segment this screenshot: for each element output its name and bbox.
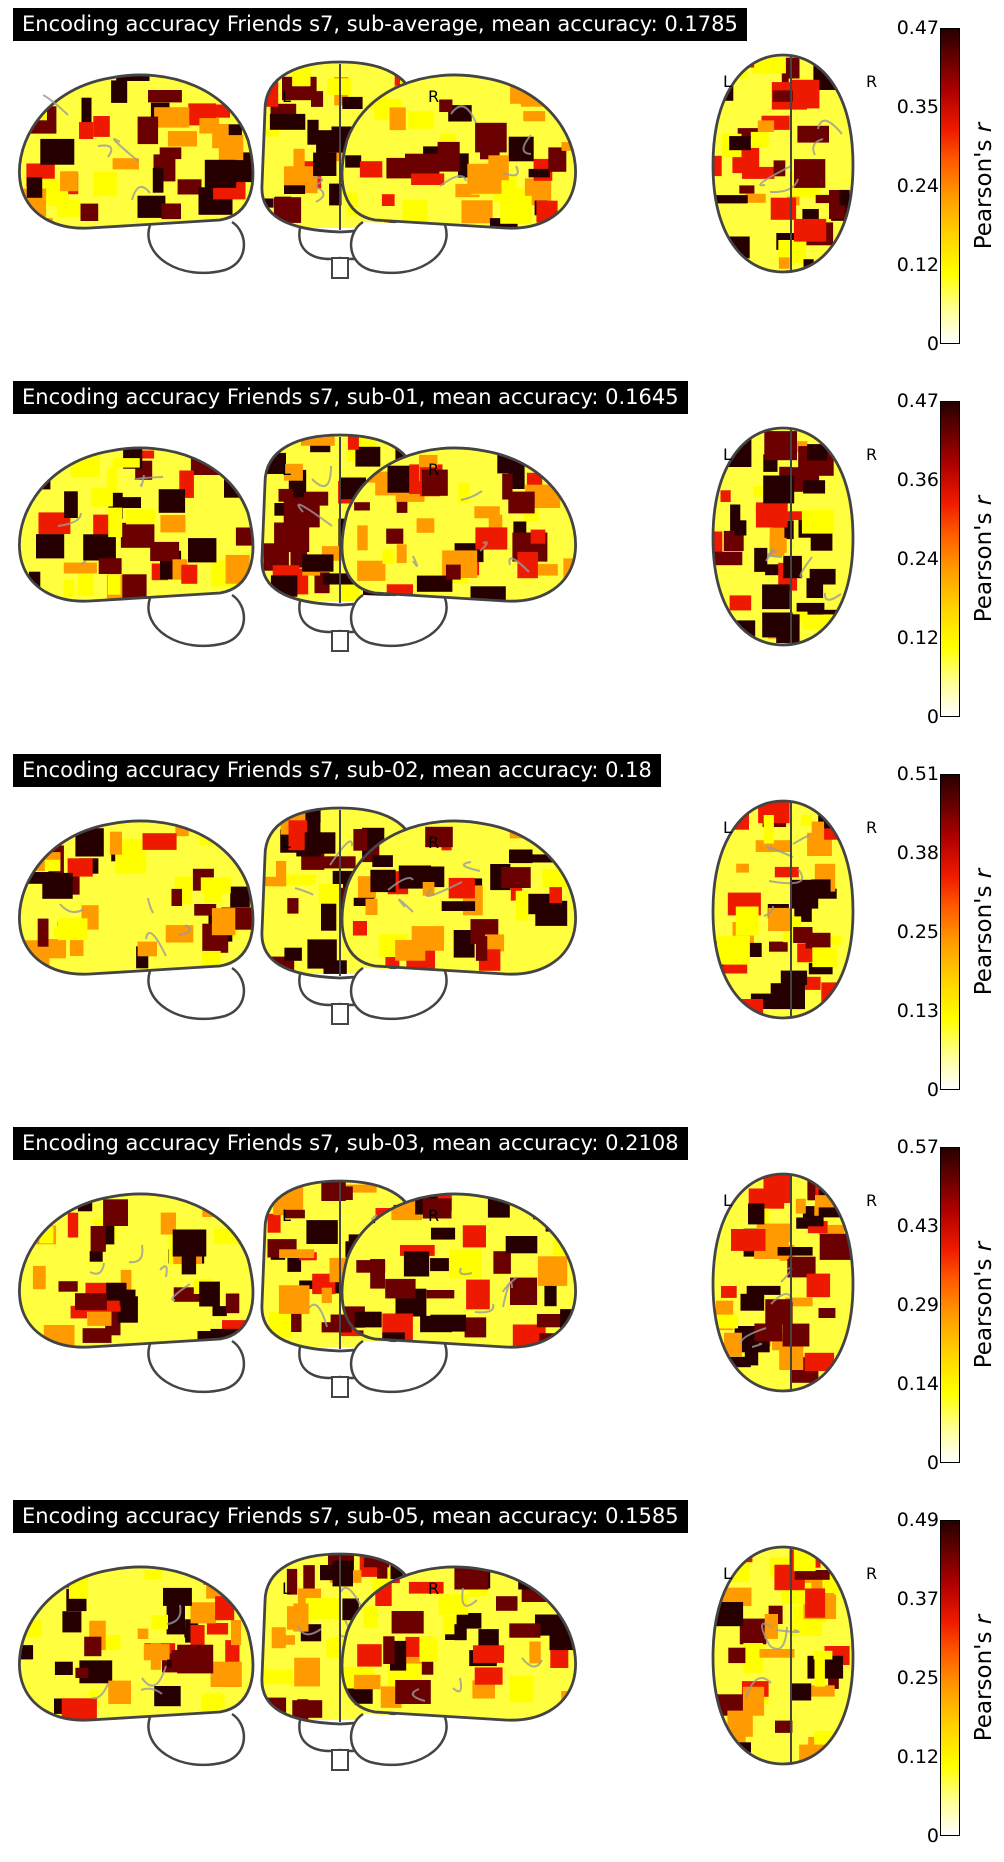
activation-map [713,1174,853,1391]
colorbar-tick-2: 0.24 [896,175,939,197]
colorbar-tick-max: 0.51 [896,763,939,785]
hemisphere-label-left: L [723,1191,732,1210]
glass-brain-axial [711,799,855,1020]
colorbar [940,401,960,717]
glass-brain-views: L RL R [18,799,877,1025]
glass-brain-right-sagittal [340,1565,577,1767]
colorbar-tick-3: 0.37 [896,1588,939,1610]
colorbar-tick-min: 0 [926,706,939,728]
colorbar-tick-2: 0.29 [896,1294,939,1316]
hemisphere-label-right: R [428,1206,439,1225]
glass-brain-views: L RL R [18,1172,877,1398]
hemisphere-label-right: R [428,87,439,106]
hemisphere-label-left: L [282,460,291,479]
activation-map [19,1566,253,1721]
panel-sub-01: Encoding accuracy Friends s7, sub-01, me… [0,373,1004,743]
colorbar-label: Pearson's r [971,122,997,250]
glass-brain-right-sagittal [340,73,577,275]
colorbar-tick-min: 0 [926,1079,939,1101]
colorbar [940,1520,960,1836]
glass-brain-left-sagittal [18,446,255,648]
colorbar [940,1147,960,1463]
glass-brain-left-sagittal [18,73,255,275]
colorbar [940,28,960,344]
glass-brain-left-sagittal [18,1565,255,1767]
hemisphere-label-left: L [723,1564,732,1583]
hemisphere-label-right: R [866,818,877,837]
hemisphere-label-right: R [428,833,439,852]
colorbar-tick-max: 0.47 [896,17,939,39]
hemisphere-label-right: R [866,1191,877,1210]
colorbar-label: Pearson's r [971,868,997,996]
colorbar-tick-2: 0.25 [896,1667,939,1689]
activation-map [19,74,253,229]
glass-brain-axial [711,53,855,274]
activation-map [19,447,253,602]
glass-brain-views: L RL R [18,426,877,652]
panel-sub-average: Encoding accuracy Friends s7, sub-averag… [0,0,1004,370]
hemisphere-label-left: L [282,1579,291,1598]
activation-map [19,820,253,975]
glass-brain-right-sagittal [340,446,577,648]
colorbar-label: Pearson's r [971,495,997,623]
glass-brain-right-sagittal [340,819,577,1021]
glass-brain-axial [711,1172,855,1393]
colorbar-tick-1: 0.13 [896,1000,939,1022]
hemisphere-label-right: R [866,445,877,464]
colorbar-tick-3: 0.38 [896,842,939,864]
colorbar-tick-3: 0.43 [896,1215,939,1237]
colorbar-tick-3: 0.35 [896,96,939,118]
colorbar-tick-2: 0.24 [896,548,939,570]
colorbar-tick-3: 0.36 [896,469,939,491]
colorbar-label: Pearson's r [971,1614,997,1742]
hemisphere-label-right: R [428,1579,439,1598]
colorbar-tick-min: 0 [926,333,939,355]
panel-title: Encoding accuracy Friends s7, sub-averag… [13,8,747,41]
panel-title: Encoding accuracy Friends s7, sub-03, me… [13,1127,688,1160]
panel-title: Encoding accuracy Friends s7, sub-05, me… [13,1500,688,1533]
glass-brain-views: L RL R [18,1545,877,1771]
hemisphere-label-left: L [282,87,291,106]
panel-title: Encoding accuracy Friends s7, sub-02, me… [13,754,661,787]
hemisphere-label-left: L [723,72,732,91]
colorbar-tick-max: 0.57 [896,1136,939,1158]
hemisphere-label-left: L [282,1206,291,1225]
panel-sub-02: Encoding accuracy Friends s7, sub-02, me… [0,746,1004,1116]
glass-brain-left-sagittal [18,819,255,1021]
hemisphere-label-right: R [866,72,877,91]
activation-map [19,1193,253,1348]
hemisphere-label-right: R [866,1564,877,1583]
colorbar-label: Pearson's r [971,1241,997,1369]
glass-brain-views: L RL R [18,53,877,279]
glass-brain-right-sagittal [340,1192,577,1394]
colorbar [940,774,960,1090]
colorbar-tick-1: 0.12 [896,254,939,276]
hemisphere-label-left: L [282,833,291,852]
activation-map [713,55,853,272]
activation-map [713,801,853,1018]
hemisphere-label-left: L [723,445,732,464]
colorbar-tick-max: 0.49 [896,1509,939,1531]
glass-brain-axial [711,426,855,647]
activation-map [342,820,576,975]
hemisphere-label-left: L [723,818,732,837]
panel-sub-03: Encoding accuracy Friends s7, sub-03, me… [0,1119,1004,1489]
hemisphere-label-right: R [428,460,439,479]
glass-brain-left-sagittal [18,1192,255,1394]
colorbar-tick-min: 0 [926,1452,939,1474]
panel-title: Encoding accuracy Friends s7, sub-01, me… [13,381,688,414]
colorbar-tick-max: 0.47 [896,390,939,412]
colorbar-tick-1: 0.12 [896,627,939,649]
colorbar-tick-2: 0.25 [896,921,939,943]
colorbar-tick-1: 0.14 [896,1373,939,1395]
glass-brain-axial [711,1545,855,1766]
panel-sub-05: Encoding accuracy Friends s7, sub-05, me… [0,1492,1004,1862]
colorbar-tick-min: 0 [926,1825,939,1847]
colorbar-tick-1: 0.12 [896,1746,939,1768]
